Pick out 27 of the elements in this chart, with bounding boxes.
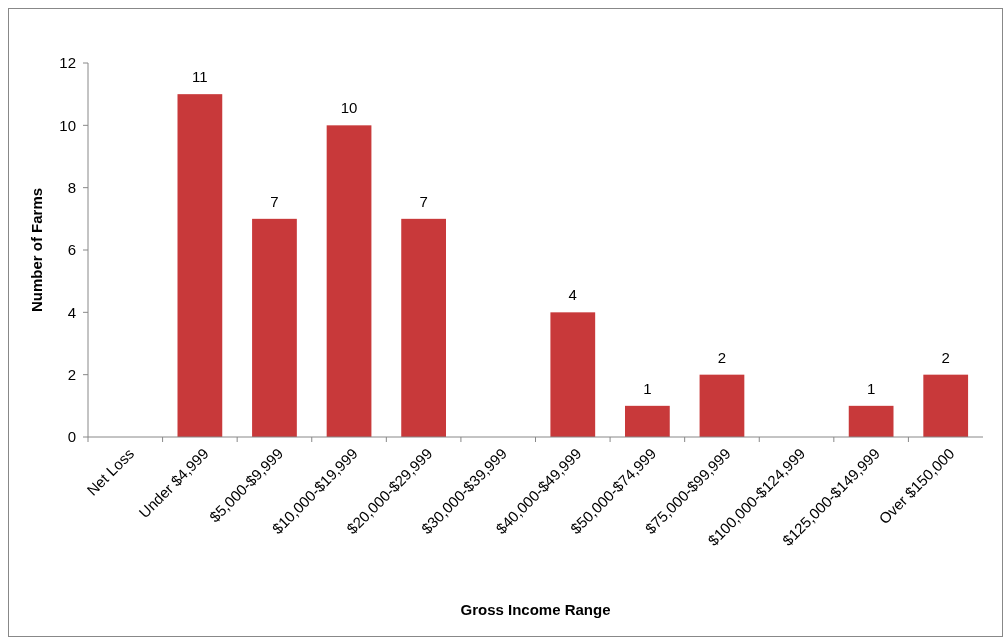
data-label: 11 [192, 68, 208, 86]
bar [923, 374, 969, 437]
bar [177, 94, 223, 437]
y-tick-label: 10 [59, 116, 76, 134]
bar [848, 405, 894, 437]
data-label: 7 [419, 192, 428, 210]
y-tick-label: 6 [67, 241, 76, 259]
x-axis-title: Gross Income Range [460, 601, 611, 618]
bar [326, 125, 372, 437]
data-label: 2 [717, 348, 727, 366]
y-tick-label: 2 [67, 365, 76, 383]
data-label: 4 [568, 286, 577, 304]
bar [625, 405, 670, 437]
y-tick-label: 12 [59, 54, 76, 72]
data-label: 1 [643, 379, 652, 397]
data-label: 10 [340, 99, 358, 117]
bar [252, 218, 297, 437]
y-tick-label: 4 [67, 303, 76, 321]
y-tick-label: 0 [67, 428, 76, 446]
y-axis-title: Number of Farms [28, 187, 45, 313]
bar [699, 374, 745, 437]
bar [550, 312, 596, 437]
y-tick-label: 8 [67, 178, 76, 196]
data-label: 1 [866, 379, 876, 397]
data-label: 7 [270, 192, 279, 210]
bar [401, 218, 446, 437]
data-label: 2 [941, 348, 950, 366]
